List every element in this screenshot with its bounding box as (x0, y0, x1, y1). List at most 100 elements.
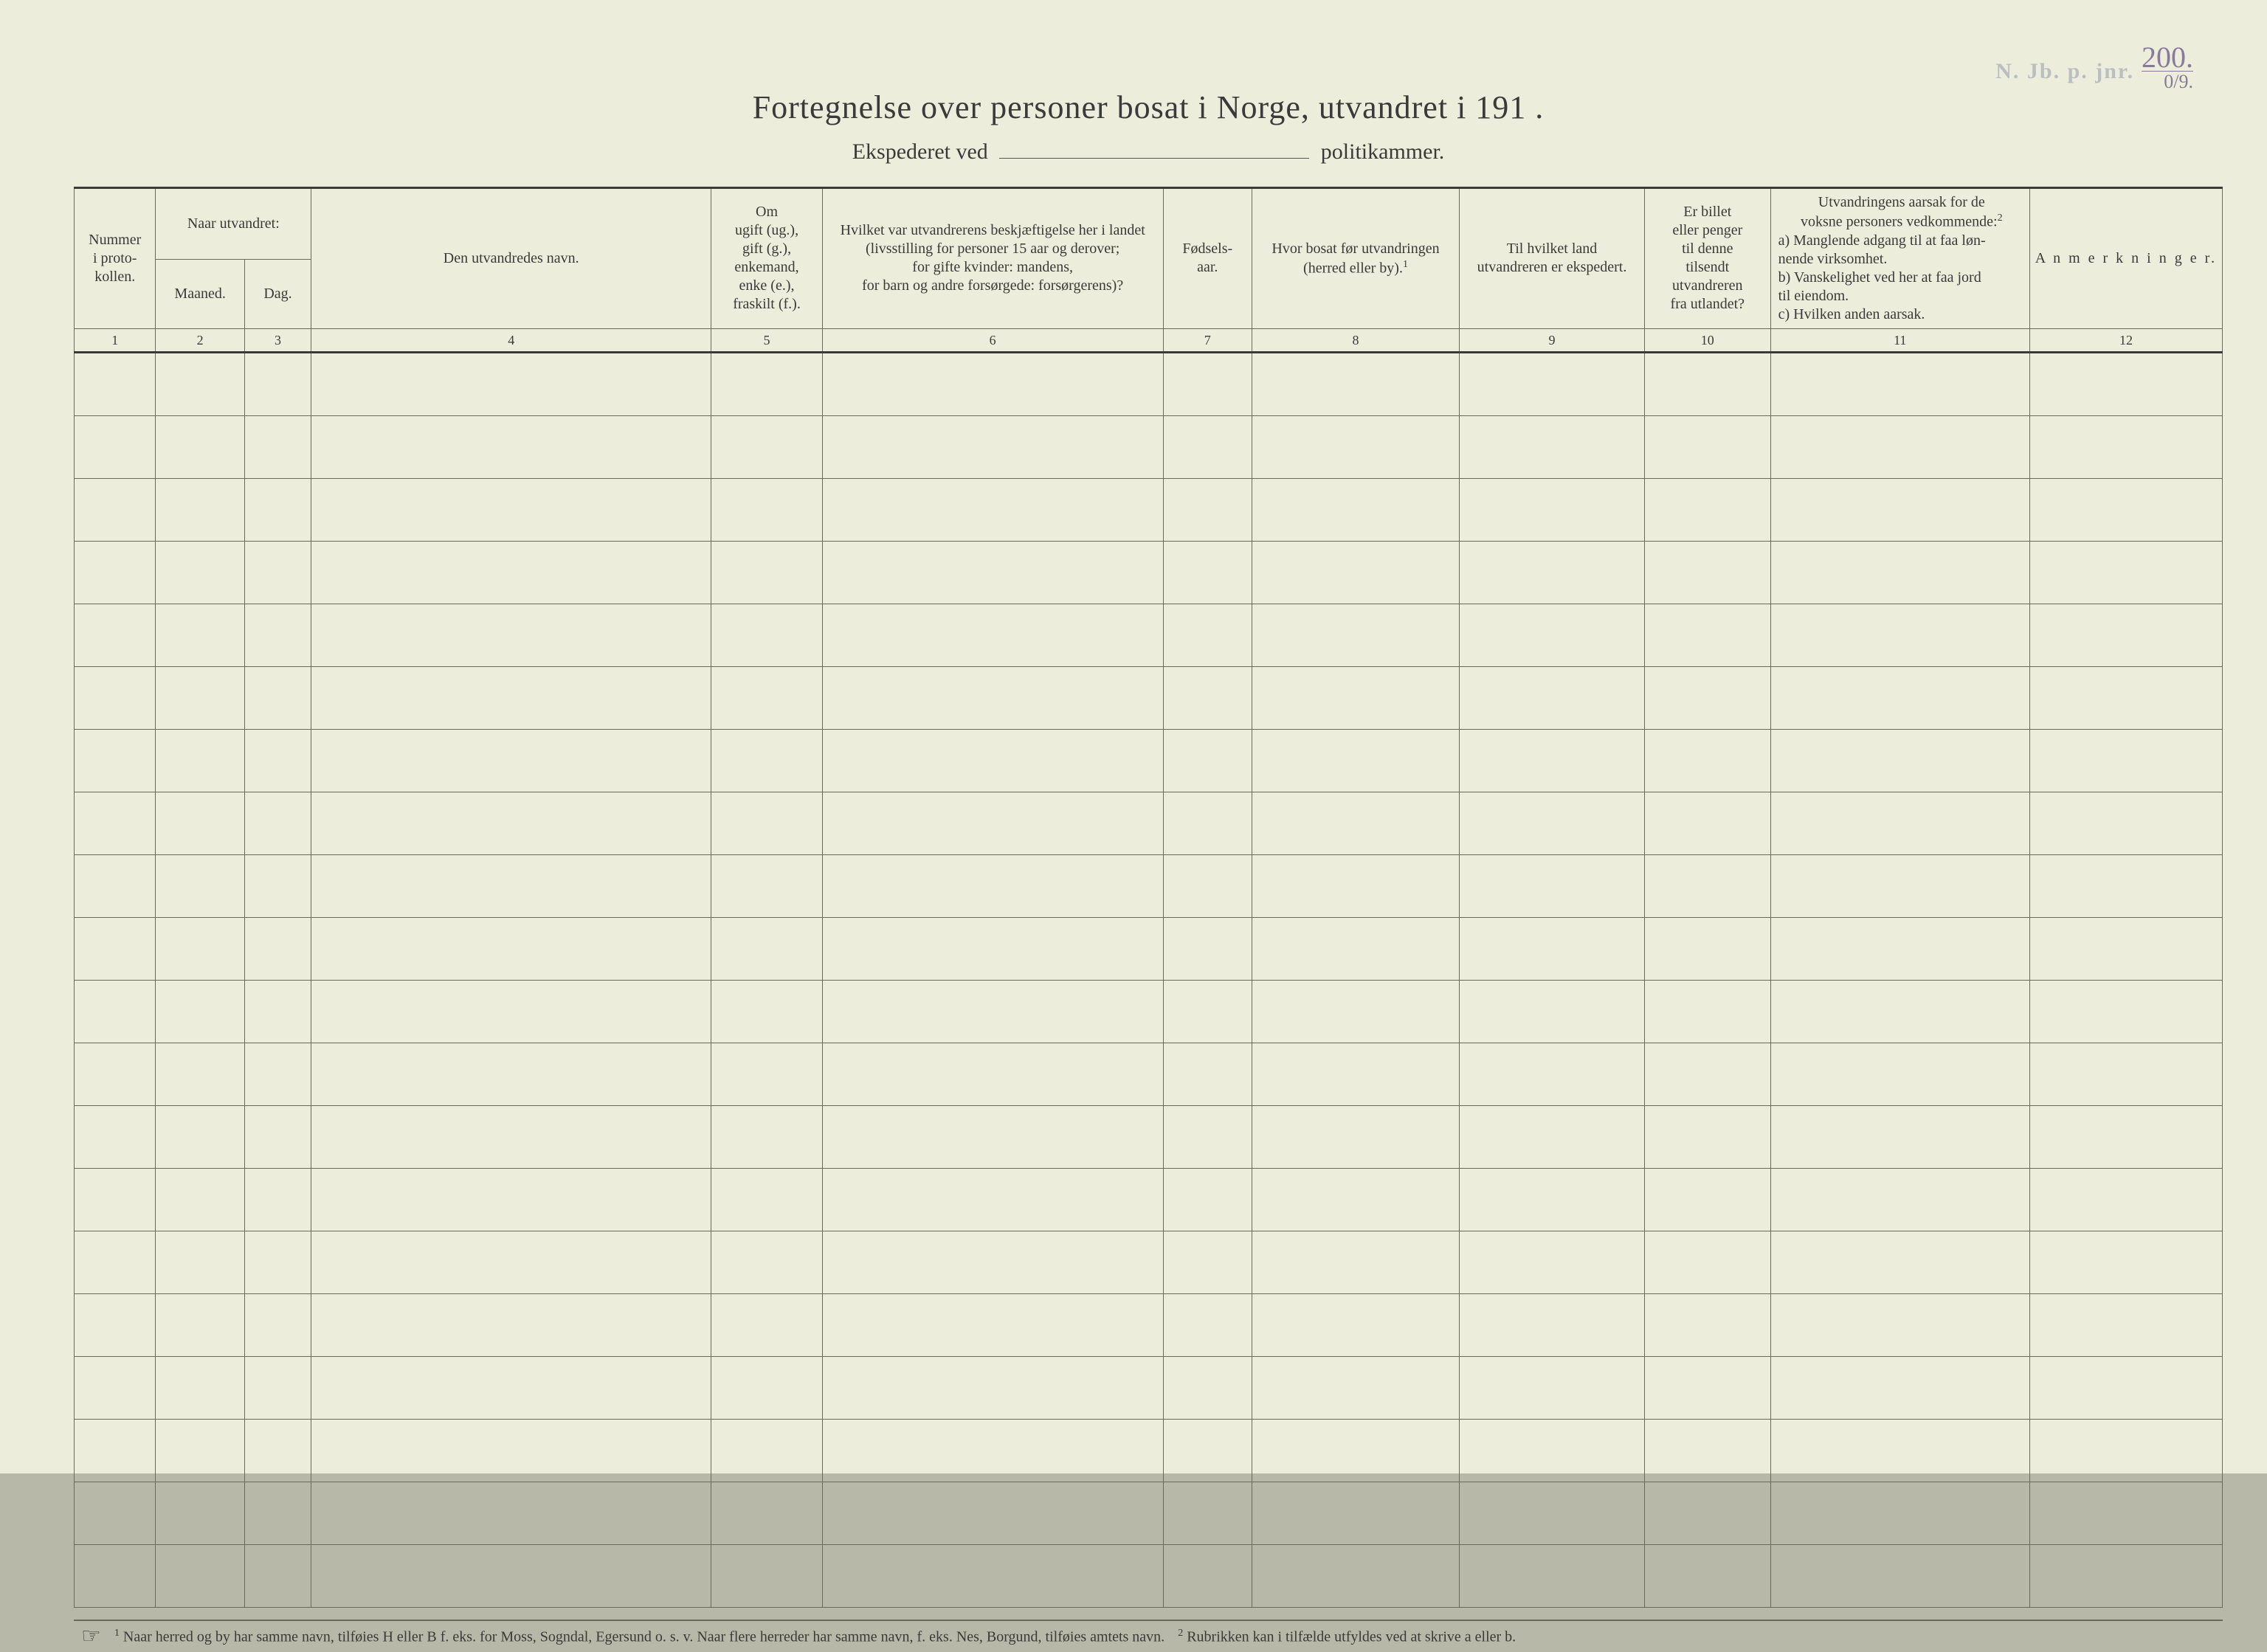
table-cell (2029, 1482, 2222, 1545)
table-cell (1163, 1169, 1252, 1231)
col-num-4: 4 (311, 328, 711, 353)
col-header-11-c: c) Hvilken anden aarsak. (1778, 305, 2025, 324)
table-cell (1460, 918, 1645, 981)
table-cell (1644, 479, 1770, 542)
table-cell (711, 353, 823, 416)
table-cell (2029, 479, 2222, 542)
table-cell (822, 792, 1163, 855)
table-cell (1252, 730, 1459, 792)
table-cell (1252, 1294, 1459, 1357)
table-cell (1163, 1482, 1252, 1545)
table-cell (156, 1545, 244, 1608)
table-cell (711, 667, 823, 730)
table-cell (1770, 1106, 2029, 1169)
table-cell (1460, 1169, 1645, 1231)
col-num-9: 9 (1460, 328, 1645, 353)
page-subtitle: Ekspederet ved politikammer. (74, 134, 2223, 165)
table-cell (822, 353, 1163, 416)
table-cell (1163, 981, 1252, 1043)
table-cell (711, 1545, 823, 1608)
table-cell (311, 1482, 711, 1545)
table-cell (244, 1043, 311, 1106)
table-cell (311, 918, 711, 981)
table-cell (1460, 416, 1645, 479)
table-cell (156, 981, 244, 1043)
table-cell (75, 1043, 156, 1106)
table-body (75, 353, 2223, 1608)
table-cell (1770, 416, 2029, 479)
table-cell (1252, 1357, 1459, 1420)
table-cell (311, 416, 711, 479)
table-cell (1460, 1482, 1645, 1545)
table-cell (1770, 730, 2029, 792)
table-cell (2029, 416, 2222, 479)
table-cell (1770, 1294, 2029, 1357)
table-cell (244, 1106, 311, 1169)
table-row (75, 667, 2223, 730)
table-cell (244, 855, 311, 918)
table-cell (156, 1357, 244, 1420)
table-cell (2029, 353, 2222, 416)
table-cell (1460, 1420, 1645, 1482)
table-cell (711, 918, 823, 981)
table-cell (75, 479, 156, 542)
table-row (75, 918, 2223, 981)
table-cell (156, 604, 244, 667)
table-cell (244, 479, 311, 542)
table-cell (156, 1482, 244, 1545)
table-cell (311, 1043, 711, 1106)
table-cell (1644, 1482, 1770, 1545)
table-cell (1770, 855, 2029, 918)
table-cell (711, 1231, 823, 1294)
table-cell (2029, 1169, 2222, 1231)
table-cell (156, 1231, 244, 1294)
table-cell (2029, 981, 2222, 1043)
table-cell (1252, 792, 1459, 855)
table-cell (822, 1106, 1163, 1169)
table-cell (244, 1169, 311, 1231)
table-row (75, 1169, 2223, 1231)
table-cell (822, 1294, 1163, 1357)
table-cell (1644, 1420, 1770, 1482)
col-header-5: Om ugift (ug.), gift (g.), enkemand, enk… (711, 188, 823, 329)
table-cell (1770, 604, 2029, 667)
table-cell (75, 353, 156, 416)
table-cell (2029, 1357, 2222, 1420)
table-row (75, 1294, 2223, 1357)
table-cell (156, 667, 244, 730)
table-row (75, 353, 2223, 416)
table-cell (244, 1420, 311, 1482)
col-header-11-text: Utvandringens aarsak for de voksne perso… (1801, 194, 1998, 230)
table-cell (1644, 416, 1770, 479)
table-cell (1252, 855, 1459, 918)
table-cell (1252, 1545, 1459, 1608)
table-cell (1460, 981, 1645, 1043)
table-cell (311, 1231, 711, 1294)
table-cell (711, 1294, 823, 1357)
table-cell (1252, 353, 1459, 416)
table-cell (1644, 792, 1770, 855)
table-cell (822, 855, 1163, 918)
table-cell (822, 479, 1163, 542)
col-num-5: 5 (711, 328, 823, 353)
col-header-3: Dag. (244, 259, 311, 328)
col-header-11-sup: 2 (1998, 212, 2003, 224)
table-cell (244, 730, 311, 792)
table-row (75, 416, 2223, 479)
table-cell (1644, 730, 1770, 792)
table-cell (75, 1545, 156, 1608)
col-num-7: 7 (1163, 328, 1252, 353)
table-cell (1252, 416, 1459, 479)
table-cell (822, 1169, 1163, 1231)
table-cell (1644, 604, 1770, 667)
table-cell (1460, 353, 1645, 416)
col-header-8-sup: 1 (1403, 259, 1408, 270)
table-cell (711, 416, 823, 479)
table-cell (311, 1420, 711, 1482)
table-cell (1252, 1420, 1459, 1482)
table-cell (1770, 1482, 2029, 1545)
table-row (75, 981, 2223, 1043)
table-row (75, 1357, 2223, 1420)
table-cell (2029, 792, 2222, 855)
table-cell (75, 1294, 156, 1357)
